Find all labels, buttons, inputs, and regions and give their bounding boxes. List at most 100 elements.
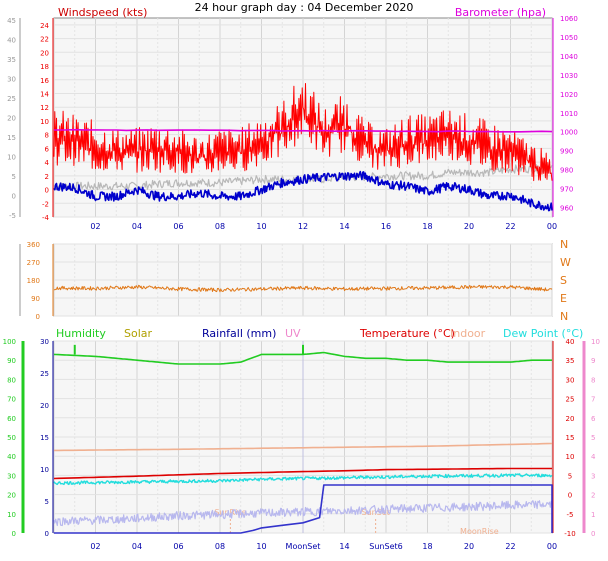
- chart-title: 24 hour graph day : 04 December 2020: [195, 1, 414, 14]
- barometer-tick-label: 960: [560, 205, 573, 213]
- wind-x-tick-label: 04: [132, 222, 142, 231]
- compass-tick-label: N: [560, 310, 568, 323]
- uv-tick-label: 1: [591, 511, 595, 519]
- barometer-tick-label: 1030: [560, 72, 578, 80]
- wind-x-tick-label: 00: [547, 222, 557, 231]
- legend-entry: Temperature (°C): [359, 327, 455, 340]
- multi-x-tick-label: 06: [173, 542, 183, 551]
- compass-tick-label: E: [560, 292, 567, 305]
- windspeed-tick-label: 4: [45, 159, 50, 167]
- multi-x-tick-label: 04: [132, 542, 142, 551]
- legend-entry: UV: [285, 327, 301, 340]
- temperature-tick-label: 20: [566, 415, 575, 423]
- uv-tick-label: 4: [591, 453, 596, 461]
- windspeed-tick-label: 6: [45, 145, 50, 153]
- rainfall-tick-label: 15: [40, 434, 49, 442]
- barometer-tick-label: 990: [560, 148, 573, 156]
- barometer-tick-label: 970: [560, 186, 573, 194]
- series-direction-line: [53, 284, 553, 293]
- outer-tick-label: 0: [12, 193, 16, 201]
- direction-tick-label: 360: [27, 241, 40, 249]
- humidity-tick-label: 100: [3, 338, 16, 346]
- direction-tick-label: 0: [36, 313, 40, 321]
- temperature-tick-label: 25: [566, 396, 575, 404]
- windspeed-tick-label: 24: [40, 22, 49, 30]
- legend-entry: Rainfall (mm): [202, 327, 276, 340]
- humidity-tick-label: 80: [7, 376, 16, 384]
- outer-tick-label: 20: [7, 115, 16, 123]
- direction-tick-label: 270: [27, 259, 40, 267]
- barometer-tick-label: 1040: [560, 53, 578, 61]
- humidity-tick-label: 90: [7, 357, 16, 365]
- uv-tick-label: 3: [591, 472, 595, 480]
- legend-entry: Solar: [124, 327, 153, 340]
- wind-x-tick-label: 20: [464, 222, 474, 231]
- barometer-tick-label: 1010: [560, 110, 578, 118]
- wind-x-tick-label: 08: [215, 222, 225, 231]
- uv-tick-label: 5: [591, 434, 595, 442]
- temperature-tick-label: 5: [568, 472, 572, 480]
- wind-x-tick-label: 06: [173, 222, 183, 231]
- uv-tick-label: 10: [591, 338, 600, 346]
- wind-x-tick-label: 02: [90, 222, 100, 231]
- outer-tick-label: 45: [7, 17, 16, 25]
- multi-x-tick-label: SunSet6: [369, 542, 402, 551]
- wind-x-tick-label: 14: [339, 222, 349, 231]
- outer-tick-label: 35: [7, 56, 16, 64]
- outer-tick-label: -5: [9, 212, 16, 220]
- windspeed-tick-label: 0: [45, 187, 49, 195]
- series-indoor-line: [54, 442, 553, 452]
- barometer-axis-title: Barometer (hpa): [455, 6, 546, 19]
- outer-tick-label: 15: [7, 134, 16, 142]
- humidity-tick-label: 20: [7, 492, 16, 500]
- rainfall-tick-label: 5: [45, 498, 49, 506]
- legend-entry: Indoor: [450, 327, 486, 340]
- temperature-tick-label: -5: [567, 511, 574, 519]
- windspeed-tick-label: -4: [42, 214, 50, 222]
- humidity-tick-label: 30: [7, 472, 16, 480]
- rainfall-tick-label: 20: [40, 402, 49, 410]
- wind-x-tick-label: 10: [256, 222, 266, 231]
- outer-tick-label: 40: [7, 37, 16, 45]
- uv-tick-label: 6: [591, 415, 596, 423]
- outer-tick-label: 30: [7, 76, 16, 84]
- outer-tick-label: 10: [7, 154, 16, 162]
- multi-x-tick-label: 10: [256, 542, 266, 551]
- barometer-tick-label: 1060: [560, 15, 578, 23]
- series-avgwind-line: [53, 170, 553, 212]
- rainfall-tick-label: 10: [40, 466, 49, 474]
- windspeed-tick-label: 18: [40, 63, 49, 71]
- temperature-tick-label: -10: [564, 530, 575, 538]
- rainfall-tick-label: 30: [40, 338, 49, 346]
- series-rainfall-line: [54, 484, 553, 534]
- uv-tick-label: 2: [591, 492, 595, 500]
- uv-tick-label: 7: [591, 396, 595, 404]
- humidity-tick-label: 10: [7, 511, 16, 519]
- compass-tick-label: N: [560, 238, 568, 251]
- multi-x-tick-label: 18: [422, 542, 432, 551]
- legend-entry: Dew Point (°C): [503, 327, 583, 340]
- multi-x-tick-label: 02: [90, 542, 100, 551]
- windspeed-tick-label: 22: [40, 36, 49, 44]
- wind-x-tick-label: 12: [298, 222, 308, 231]
- direction-tick-label: 90: [31, 295, 40, 303]
- windspeed-tick-label: 12: [40, 104, 49, 112]
- series-uv-line: [53, 500, 552, 527]
- series-barometer-line: [54, 128, 553, 133]
- rainfall-tick-label: 0: [45, 530, 49, 538]
- wind-x-tick-label: 18: [422, 222, 432, 231]
- uv-tick-label: 9: [591, 357, 595, 365]
- multi-x-tick-label: 00: [547, 542, 557, 551]
- windspeed-tick-label: 14: [40, 90, 49, 98]
- temperature-tick-label: 35: [566, 357, 575, 365]
- temperature-tick-label: 40: [566, 338, 575, 346]
- barometer-tick-label: 1050: [560, 34, 578, 42]
- humidity-tick-label: 70: [7, 396, 16, 404]
- humidity-tick-label: 0: [12, 530, 16, 538]
- temperature-tick-label: 10: [566, 453, 575, 461]
- multi-x-tick-label: 08: [215, 542, 225, 551]
- barometer-tick-label: 980: [560, 167, 573, 175]
- series-temperature-line: [53, 467, 552, 480]
